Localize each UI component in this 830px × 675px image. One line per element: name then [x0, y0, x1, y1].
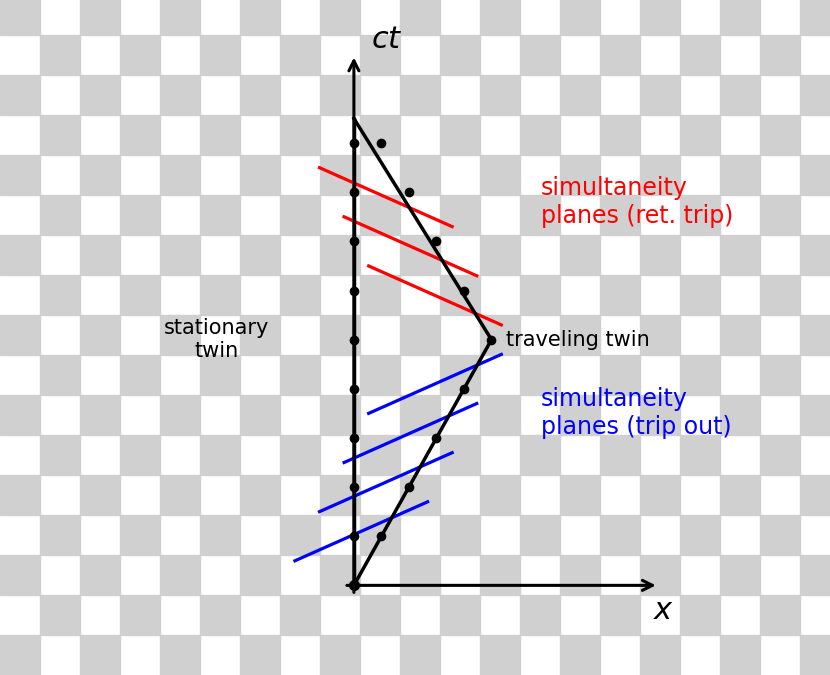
Text: simultaneity
planes (trip out): simultaneity planes (trip out)	[540, 387, 731, 439]
Text: stationary
twin: stationary twin	[164, 318, 269, 361]
Text: $x$: $x$	[653, 595, 674, 626]
Text: simultaneity
planes (ret. trip): simultaneity planes (ret. trip)	[540, 176, 733, 228]
Text: traveling twin: traveling twin	[506, 329, 650, 350]
Text: $ct$: $ct$	[371, 24, 403, 55]
